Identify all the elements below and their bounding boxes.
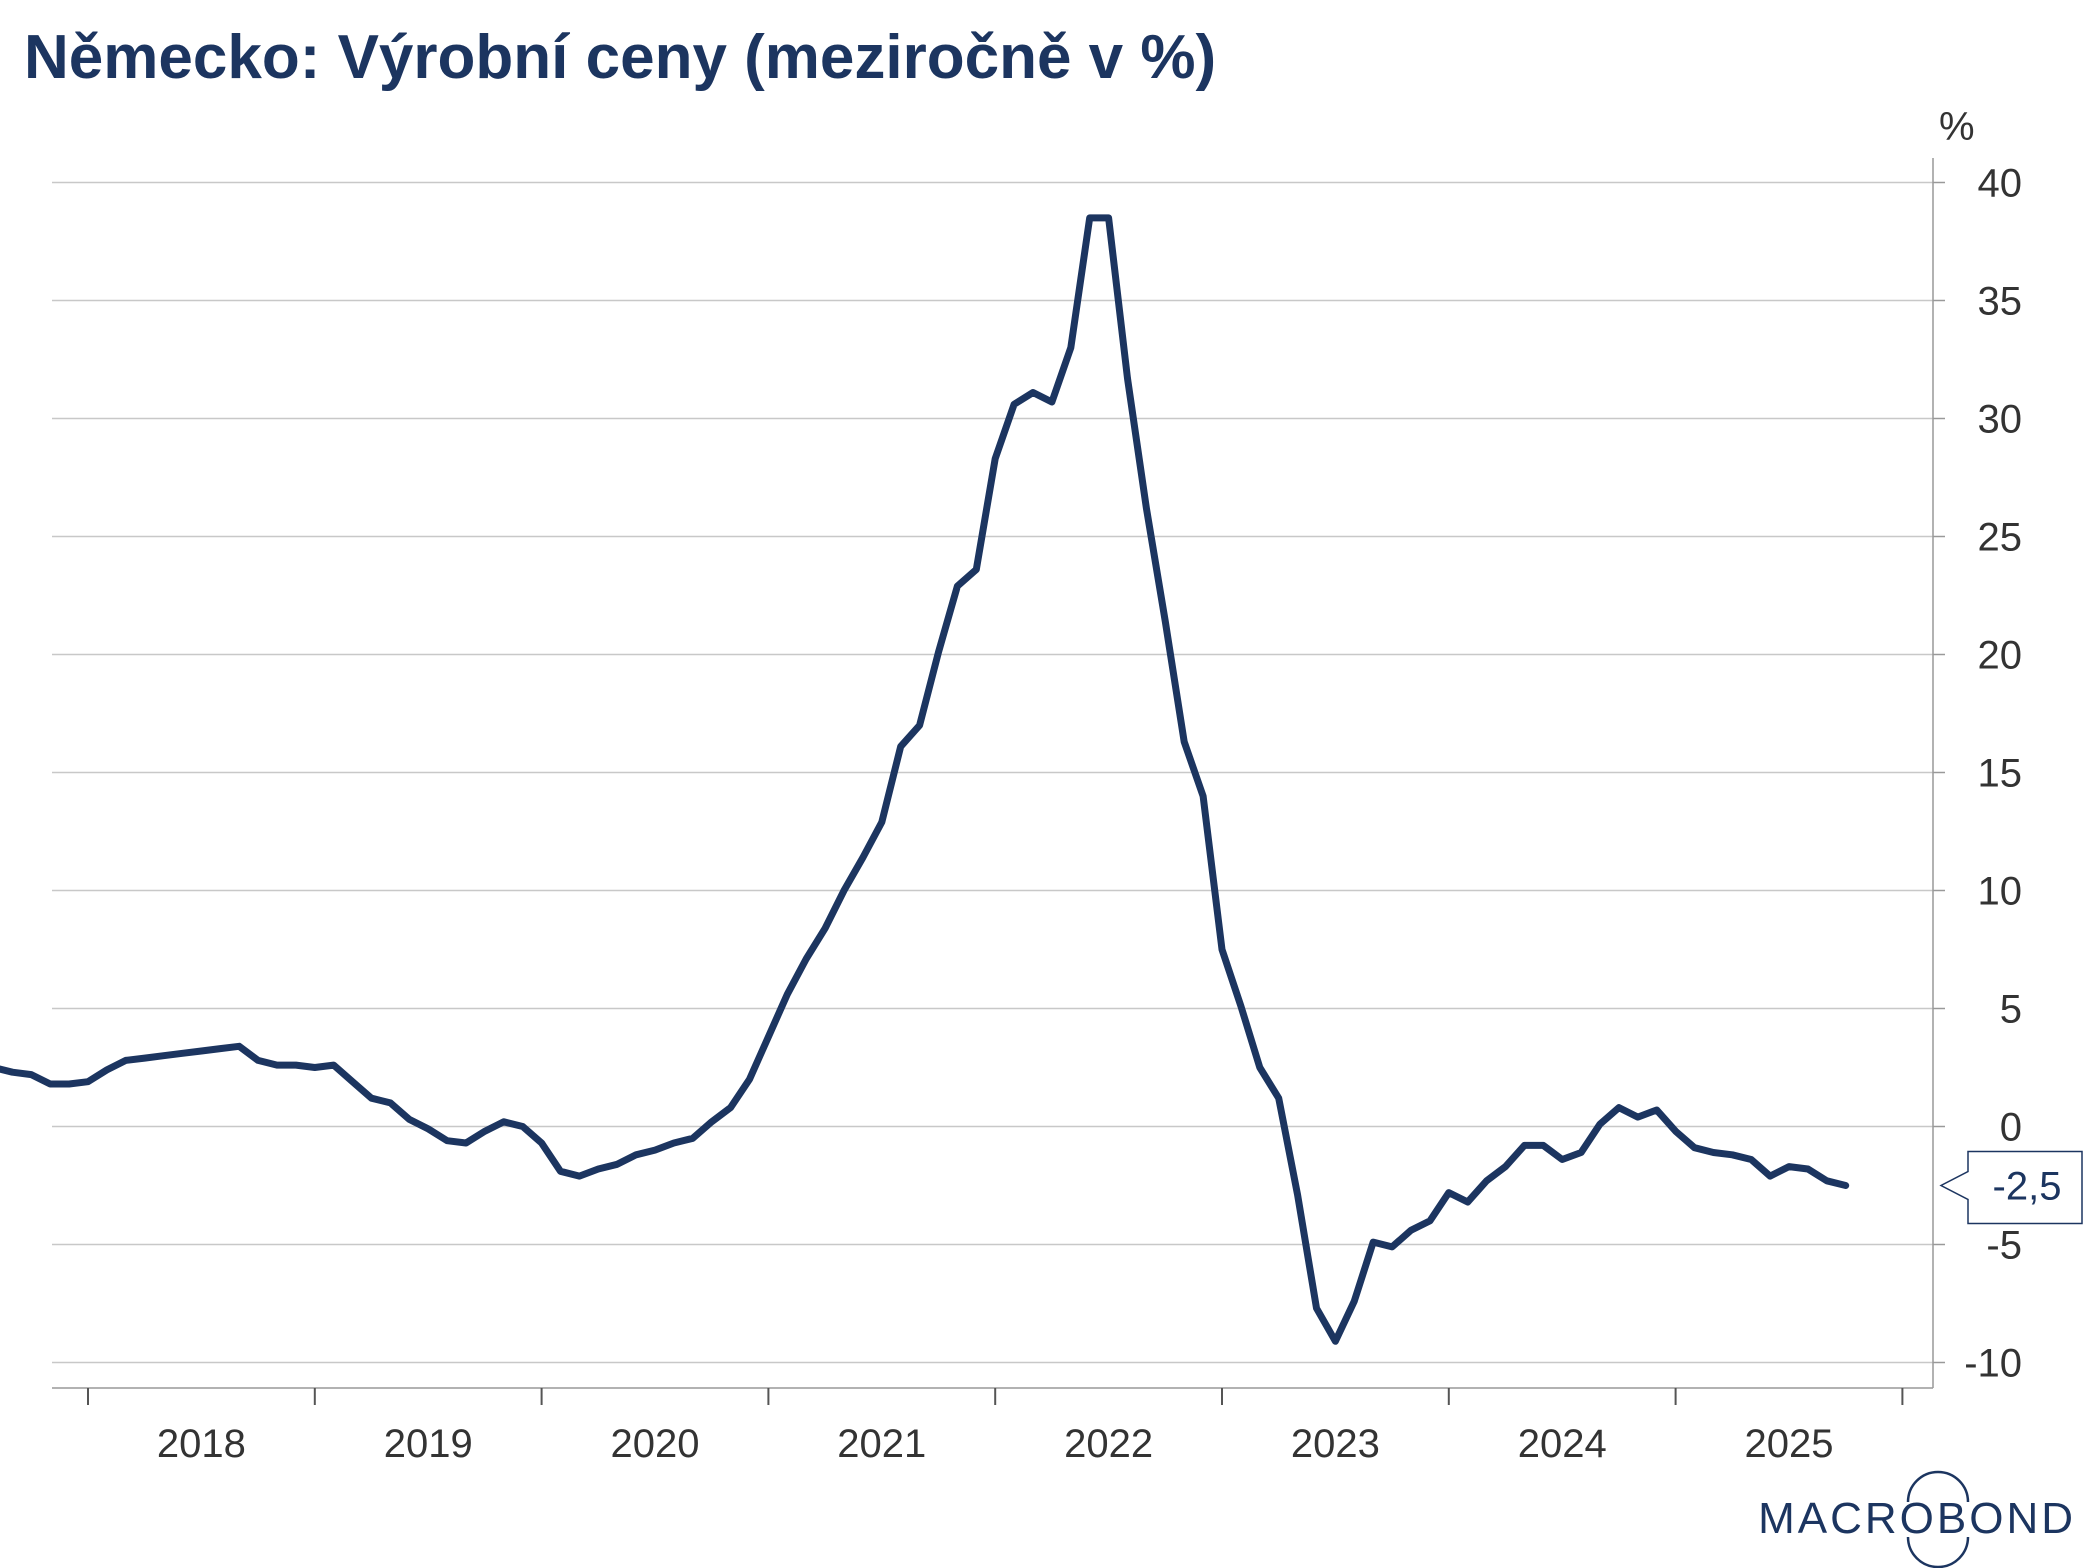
x-tick-label: 2021	[837, 1422, 926, 1466]
series-line	[0, 214, 1850, 1345]
logo-arc-icon	[1906, 1536, 1970, 1568]
x-tick-label: 2025	[1745, 1422, 1834, 1466]
x-tick-label: 2024	[1518, 1422, 1607, 1466]
x-tick-label: 2020	[611, 1422, 700, 1466]
y-tick-label: 20	[1978, 634, 2023, 678]
y-tick-label: 5	[2000, 988, 2022, 1032]
last-value-label: -2,5	[1993, 1165, 2062, 1209]
logo-text: MACROBOND	[1758, 1494, 2076, 1543]
x-tick-label: 2023	[1291, 1422, 1380, 1466]
y-tick-label: 25	[1978, 516, 2023, 560]
y-tick-label: 15	[1978, 752, 2023, 796]
y-tick-label: 10	[1978, 870, 2023, 914]
logo-arc-icon	[1906, 1470, 1970, 1503]
chart-title: Německo: Výrobní ceny (meziročně v %)	[24, 23, 1217, 92]
y-axis-ticks: 40 35 30 25 20 15 10 5 0 -5 -10	[1933, 162, 2022, 1386]
y-tick-label: 0	[2000, 1106, 2022, 1150]
y-axis-unit-label: %	[1939, 105, 1975, 149]
y-tick-label: -5	[1986, 1224, 2022, 1268]
x-tick-label: 2022	[1064, 1422, 1153, 1466]
macrobond-logo: MACROBOND	[1758, 1470, 2076, 1568]
x-axis-ticks: 2018 2019 2020 2021 2022 2023 2024 2025	[87, 1388, 1904, 1466]
gridlines	[52, 181, 1933, 1364]
callout-box	[1939, 1150, 2083, 1225]
y-tick-label: 35	[1978, 280, 2023, 324]
last-value-callout: -2,5	[1939, 1150, 2083, 1225]
x-tick-label: 2018	[157, 1422, 246, 1466]
y-tick-label: -10	[1964, 1342, 2022, 1386]
y-tick-label: 40	[1978, 162, 2023, 206]
series-group	[0, 214, 1850, 1345]
y-tick-label: 30	[1978, 398, 2023, 442]
x-tick-label: 2019	[384, 1422, 473, 1466]
